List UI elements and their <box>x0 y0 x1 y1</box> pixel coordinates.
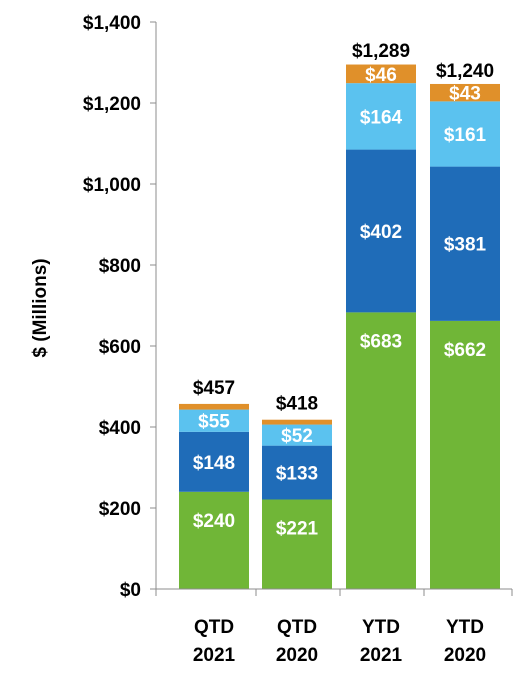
bar-segment <box>346 149 416 313</box>
bar-segment <box>262 499 332 589</box>
bar-segment <box>430 320 500 589</box>
bar-total-label: $418 <box>276 394 318 415</box>
y-tick-label: $600 <box>99 337 141 358</box>
bar-segment-label: $43 <box>449 84 481 105</box>
bar-segment-label: $52 <box>281 426 313 447</box>
bars-layer <box>179 64 500 589</box>
bar-segment <box>179 409 249 432</box>
x-category-label: 2021 <box>193 645 236 666</box>
y-axis-title: $ (Millions) <box>30 258 51 357</box>
bar-segment <box>346 312 416 589</box>
y-tick-label: $200 <box>99 499 141 520</box>
y-axis-title-group: $ (Millions) <box>30 258 51 357</box>
bar-segment-label: $683 <box>360 331 402 352</box>
bar-segment-label: $55 <box>198 412 230 433</box>
bar-segment <box>179 403 249 410</box>
bar-segment-label: $381 <box>444 235 487 256</box>
axes-layer: $0 $200 $400 $600 $800 $1,000 $1,200 $1,400 <box>83 13 513 601</box>
x-category-label: YTD <box>362 617 400 638</box>
bar-total-label: $1,289 <box>352 41 410 62</box>
bar-segment-label: $161 <box>444 125 487 146</box>
bar-segment <box>179 431 249 492</box>
bar-segment <box>262 424 332 446</box>
y-tick-label: $800 <box>99 256 141 277</box>
y-tick-label: $0 <box>120 580 141 601</box>
x-category-label: QTD <box>194 617 234 638</box>
labels-layer: $240 $148 $55 $457 QTD 2021 $221 $133 $52 $418 QTD… <box>193 41 494 666</box>
bar-segment-label: $133 <box>276 464 318 485</box>
bar-segment-label: $662 <box>444 340 486 361</box>
bar-segment-label: $402 <box>360 222 402 243</box>
bar-segment <box>430 166 500 321</box>
bar-segment-label: $164 <box>360 107 403 128</box>
x-category-label: YTD <box>446 617 484 638</box>
bar-segment-label: $46 <box>365 65 397 86</box>
y-tick-label: $1,000 <box>83 175 141 196</box>
bar-segment <box>430 101 500 167</box>
y-tick-label: $400 <box>99 418 141 439</box>
bar-total-label: $457 <box>193 378 235 399</box>
bar-segment <box>430 83 500 102</box>
bar-segment-label: $148 <box>193 453 235 474</box>
y-tick-label: $1,400 <box>83 13 141 34</box>
bar-segment <box>179 491 249 589</box>
bar-segment <box>262 419 332 425</box>
bar-total-label: $1,240 <box>436 61 494 82</box>
bar-segment-label: $221 <box>276 518 319 539</box>
x-category-label: 2020 <box>444 645 486 666</box>
x-category-label: 2021 <box>360 645 403 666</box>
x-category-label: 2020 <box>276 645 318 666</box>
y-tick-label: $1,200 <box>83 94 141 115</box>
bar-segment <box>262 445 332 500</box>
bar-segment <box>346 64 416 84</box>
bar-segment <box>346 83 416 150</box>
bar-segment-label: $240 <box>193 511 235 532</box>
x-category-label: QTD <box>277 617 317 638</box>
